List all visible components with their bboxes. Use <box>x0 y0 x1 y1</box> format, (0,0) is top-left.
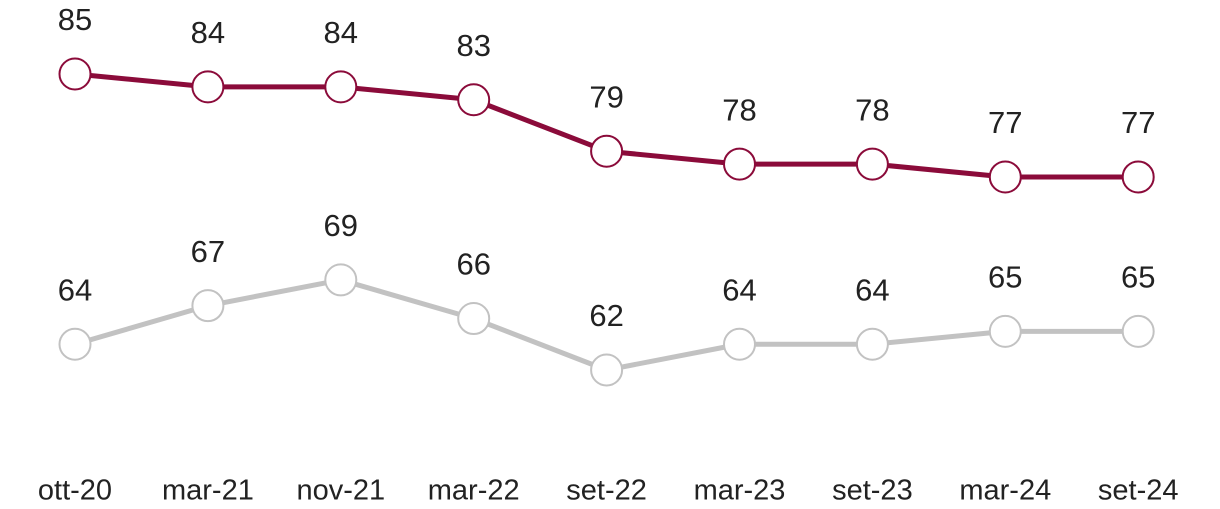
x-tick-label: mar-24 <box>959 475 1051 507</box>
value-label: 64 <box>855 272 889 307</box>
value-label: 62 <box>589 298 623 333</box>
point-marker <box>855 327 889 361</box>
point-marker <box>988 314 1022 348</box>
point-marker <box>723 147 756 181</box>
x-tick-label: mar-21 <box>162 475 254 507</box>
value-label: 83 <box>456 28 490 63</box>
point-marker <box>723 327 756 361</box>
x-tick-label: mar-23 <box>694 475 786 507</box>
point-marker <box>1121 314 1155 348</box>
x-tick-label: nov-21 <box>296 475 385 507</box>
point-marker <box>457 302 491 336</box>
value-label: 64 <box>722 272 756 307</box>
value-label: 85 <box>58 2 92 37</box>
point-marker <box>58 327 92 361</box>
value-label: 78 <box>855 92 889 127</box>
point-marker <box>988 160 1022 194</box>
x-tick-label: set-24 <box>1098 475 1179 507</box>
value-label: 66 <box>456 247 490 282</box>
point-marker <box>457 83 491 117</box>
point-marker <box>324 70 358 104</box>
value-label: 77 <box>1121 105 1155 140</box>
value-label: 69 <box>324 208 358 243</box>
point-marker <box>191 70 225 104</box>
value-label: 78 <box>722 92 756 127</box>
point-marker <box>191 289 225 323</box>
value-label: 65 <box>988 260 1022 295</box>
value-label: 64 <box>58 272 92 307</box>
x-tick-label: set-23 <box>832 475 913 507</box>
point-marker <box>590 134 624 168</box>
x-tick-label: ott-20 <box>38 475 112 507</box>
value-label: 67 <box>191 234 225 269</box>
point-marker <box>855 147 889 181</box>
point-marker <box>590 353 624 387</box>
point-marker <box>1121 160 1155 194</box>
value-label: 84 <box>191 15 225 50</box>
x-tick-label: mar-22 <box>428 475 520 507</box>
value-label: 77 <box>988 105 1022 140</box>
x-tick-label: set-22 <box>566 475 647 507</box>
value-label: 65 <box>1121 260 1155 295</box>
value-label: 84 <box>324 15 358 50</box>
point-marker <box>58 57 92 91</box>
point-marker <box>324 263 358 297</box>
value-label: 79 <box>589 79 623 114</box>
